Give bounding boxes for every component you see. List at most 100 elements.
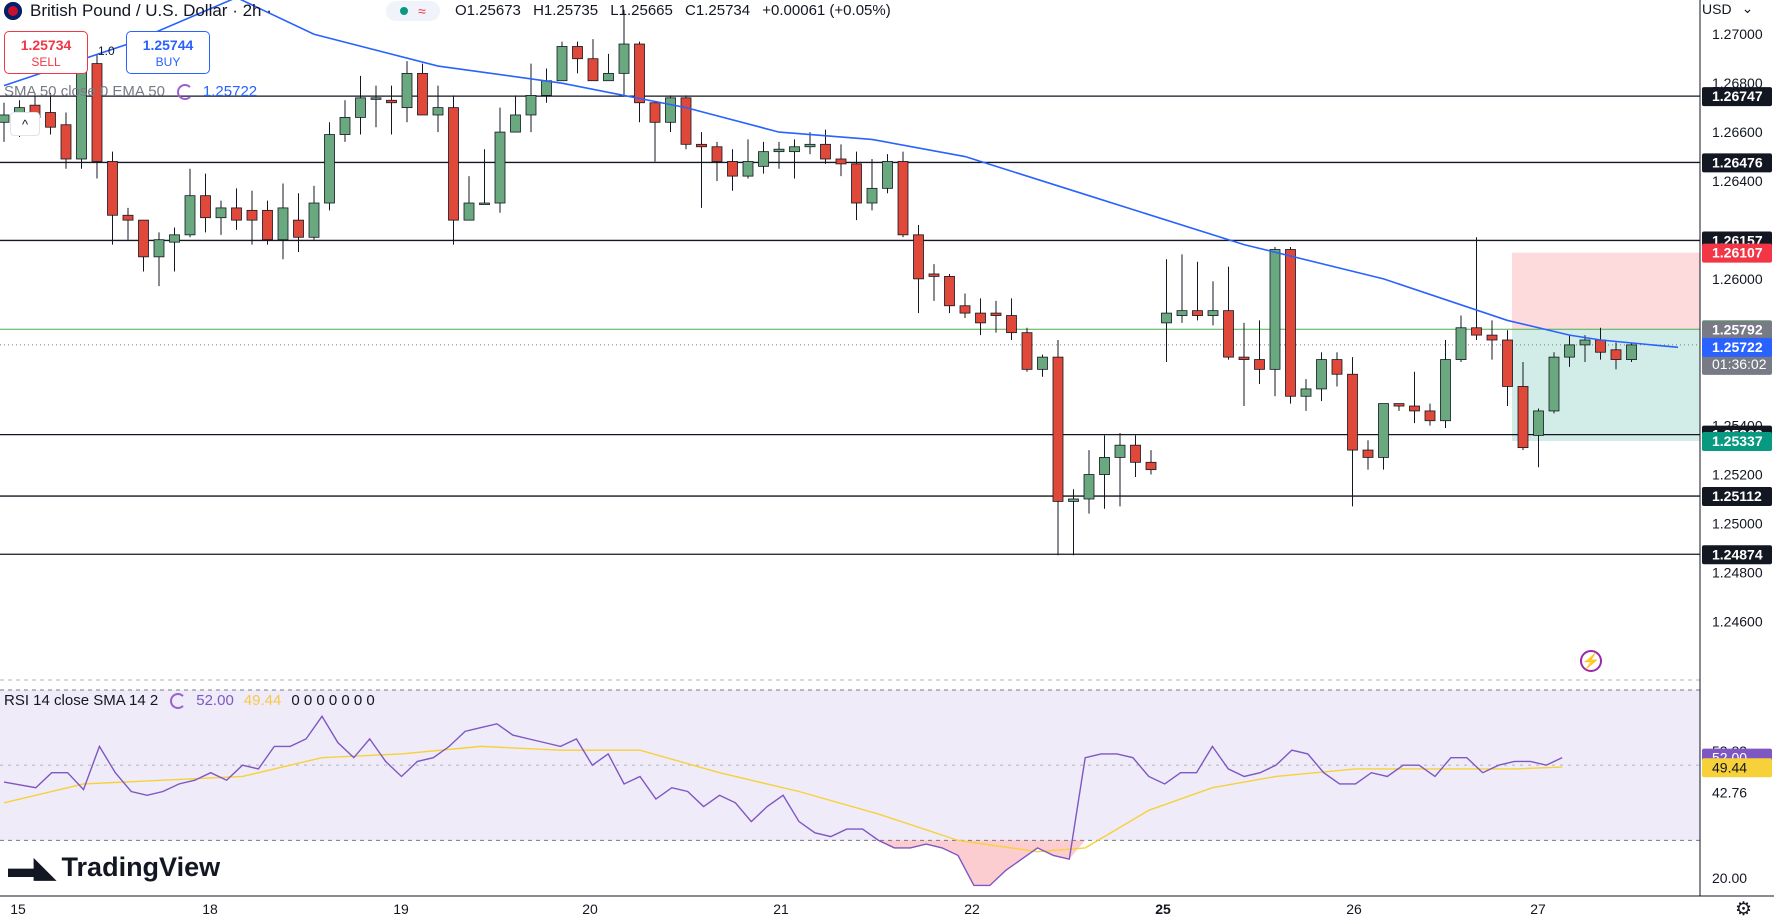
candle-body [1083,474,1095,500]
candle-16 [246,190,258,245]
candle-18 [277,183,289,260]
bolt-icon[interactable]: ⚡ [1580,650,1602,672]
candle-79 [1223,266,1234,360]
candle-96 [1486,320,1498,360]
currency-selector[interactable]: USD ⌄ [1702,0,1753,17]
candle-body [339,117,351,135]
candle-body [417,72,428,116]
candle-body [913,234,924,280]
candle-84 [1300,379,1312,411]
gear-icon[interactable]: ⚙ [1735,899,1753,920]
candle-6 [91,53,103,179]
currency-label: USD [1702,0,1732,17]
candle-98 [1517,362,1529,451]
candle-body [246,209,258,221]
candle-49 [758,141,769,174]
collapse-legend-button[interactable]: ^ [10,112,40,136]
rsi-legend[interactable]: RSI 14 close SMA 14 2 52.00 49.44 0 0 0 … [4,692,375,709]
market-status-pill[interactable]: ≈ [386,1,440,21]
candle-body [1378,403,1389,458]
candle-85 [1316,352,1327,402]
rsi-settings-icon[interactable] [170,692,187,709]
candle-body [1114,444,1126,458]
candle-body [479,202,490,205]
candle-body [184,195,196,236]
candle-102 [1579,335,1591,363]
candle-37 [572,41,583,74]
rsi-pane [0,679,1700,887]
sell-button[interactable]: 1.25734 SELL [4,31,88,74]
candle-body [820,143,831,160]
price-tag-7: 1.25722 [1712,339,1763,355]
candle-48 [742,139,754,179]
candle-body [76,63,87,160]
buy-button[interactable]: 1.25744 BUY [126,31,210,74]
sell-label: SELL [31,54,61,69]
candle-body [1145,461,1157,471]
time-label-5: 22 [964,901,980,917]
candle-64 [990,300,1002,333]
candle-body [1130,444,1141,463]
symbol-header[interactable]: British Pound / U.S. Dollar · 2h · [0,0,272,22]
stop-loss-zone[interactable] [1512,252,1700,330]
candle-55 [851,151,862,221]
candle-body [1316,359,1327,390]
price-tag-0: 1.26747 [1712,88,1763,104]
position-box[interactable] [0,252,1700,442]
candle-body [448,107,459,221]
time-label-1: 18 [202,901,218,917]
candle-body [649,102,661,123]
candle-31 [479,149,490,205]
candle-body [153,239,165,258]
indicator-settings-icon[interactable] [176,83,193,100]
candle-body [1533,410,1544,436]
candle-91 [1409,371,1420,424]
candle-body [463,202,475,221]
candle-body [355,97,366,118]
candle-74 [1145,450,1157,475]
candle-46 [711,141,723,182]
candle-12 [184,168,196,238]
price-tag-bg-3 [1702,243,1772,263]
candle-body [1564,344,1575,358]
candle-body [758,151,769,167]
candle-body [1548,356,1560,412]
candle-9 [138,219,149,272]
buy-label: BUY [155,54,181,69]
price-tick-0: 1.27000 [1712,26,1763,42]
symbol-title[interactable]: British Pound / U.S. Dollar · 2h · [30,1,272,20]
candle-body [866,187,878,204]
candle-90 [1393,403,1405,411]
sma50-line [3,0,1679,349]
candle-66 [1021,327,1033,372]
candle-97 [1502,330,1513,407]
sma-legend[interactable]: SMA 50 close 0 EMA 50 1.25722 [4,83,257,100]
time-label-8: 27 [1530,901,1546,917]
candle-body [1409,405,1420,412]
candle-body [727,161,738,177]
candle-100 [1548,352,1560,414]
candle-27 [417,63,428,116]
order-quantity[interactable]: 1.0 [98,44,115,58]
price-tag-5: 1.25792 [1712,322,1763,338]
candle-65 [1006,298,1017,340]
price-tick-4: 1.26000 [1712,271,1763,287]
tradingview-logo[interactable]: ▬◣ TradingView [8,851,220,884]
rsi-tag-bg-2 [1702,758,1772,778]
candle-19 [293,193,304,252]
candle-43 [665,95,676,133]
time-label-3: 20 [582,901,598,917]
candle-105 [1626,342,1637,363]
price-tag-3: 1.26107 [1712,245,1763,261]
candle-61 [944,273,955,314]
price-axis[interactable]: 1.270001.268001.266001.264001.260001.254… [1699,0,1774,923]
candle-70 [1083,450,1095,514]
price-tick-8: 1.24800 [1712,564,1763,580]
candle-body [851,163,862,204]
candle-82 [1269,247,1281,397]
candle-99 [1533,408,1544,468]
time-axis[interactable]: 15 18 19 20 21 22 25 26 27 [0,895,1774,917]
candle-body [618,43,630,74]
price-tag-10: 1.25112 [1712,488,1762,504]
